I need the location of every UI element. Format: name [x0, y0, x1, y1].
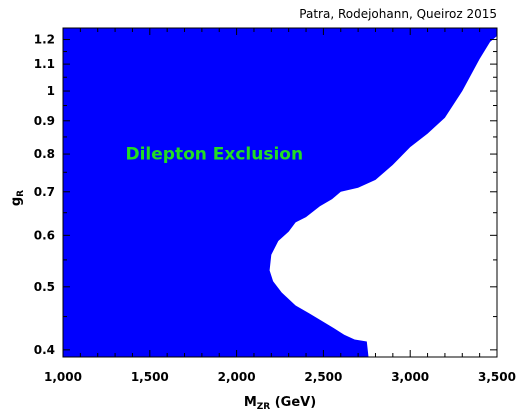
region-annotation: Dilepton Exclusion [125, 144, 303, 164]
plot-area [62, 27, 498, 358]
x-axis-label-sub: ZR [257, 402, 271, 412]
x-tick-label: 3,000 [391, 370, 429, 384]
x-tick-label: 1,000 [44, 370, 82, 384]
y-tick-label: 0.5 [34, 280, 55, 294]
y-tick-label: 1.2 [34, 33, 55, 47]
y-tick-label: 0.8 [34, 147, 55, 161]
y-axis-label-sub: R [16, 190, 26, 197]
x-axis: 1,000 1,500 2,000 2,500 3,000 3,500 [44, 28, 516, 384]
y-tick-label: 0.6 [34, 228, 55, 242]
x-axis-label: MZR (GeV) [244, 395, 316, 412]
y-tick-label: 0.9 [34, 114, 55, 128]
x-axis-label-suffix: (GeV) [270, 395, 316, 410]
y-tick-label: 1 [47, 84, 55, 98]
y-tick-label: 0.7 [34, 185, 55, 199]
y-tick-label: 0.4 [34, 343, 55, 357]
x-tick-label: 2,000 [218, 370, 256, 384]
x-tick-label: 3,500 [478, 370, 516, 384]
plot-frame [62, 27, 498, 358]
x-tick-label: 2,500 [304, 370, 342, 384]
exclusion-region [63, 28, 497, 357]
y-tick-label: 1.1 [34, 57, 55, 71]
y-axis-label-main: g [9, 197, 24, 206]
y-axis: 0.4 0.5 0.6 0.7 0.8 0.9 1 1.1 1.2 [34, 33, 497, 357]
x-tick-label: 1,500 [131, 370, 169, 384]
x-axis-label-main: M [244, 395, 257, 410]
y-axis-label: gR [9, 190, 26, 206]
credit-text: Patra, Rodejohann, Queiroz 2015 [299, 7, 497, 21]
